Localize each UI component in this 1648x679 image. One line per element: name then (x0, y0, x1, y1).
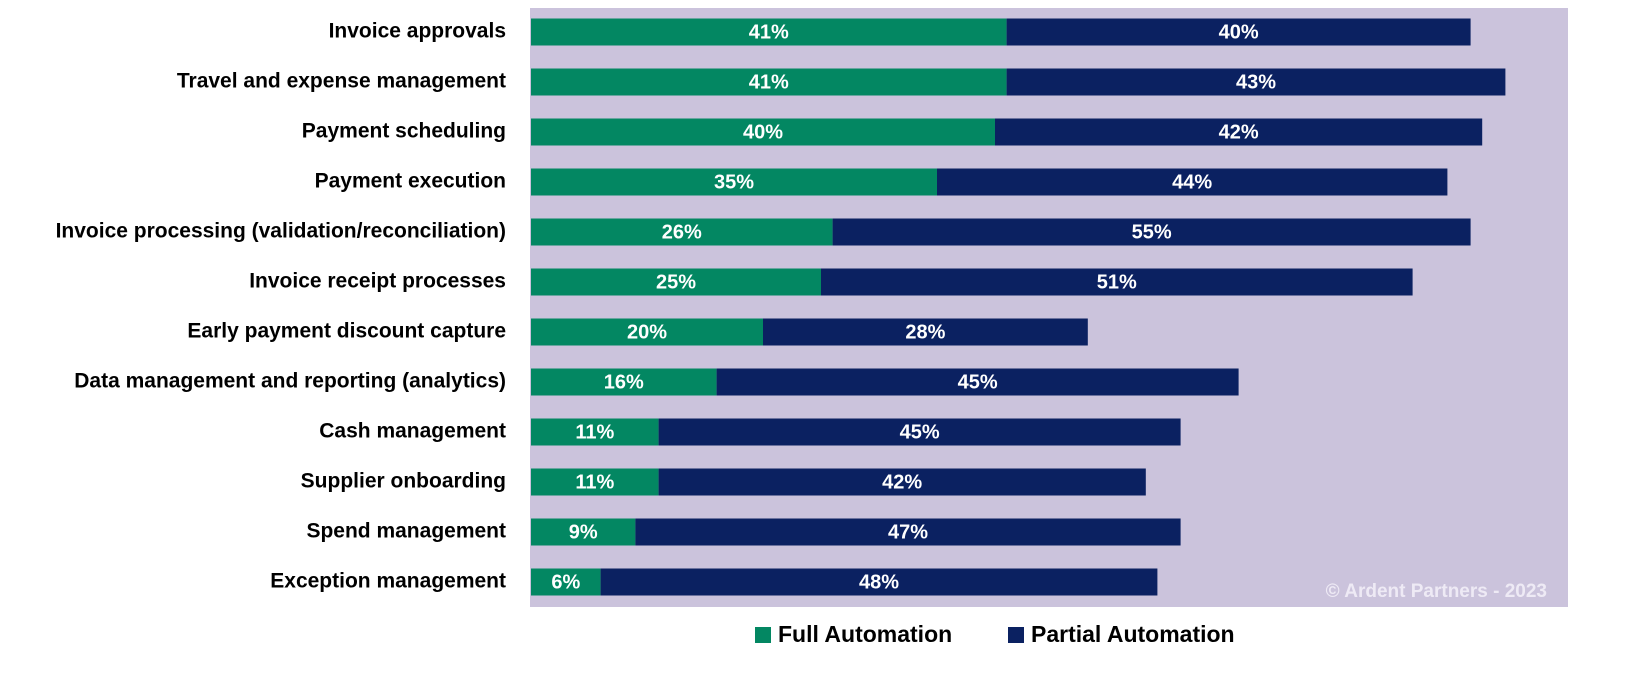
category-label: Travel and expense management (177, 70, 506, 93)
data-label: 48% (859, 571, 899, 593)
category-label: Data management and reporting (analytics… (74, 370, 506, 393)
legend-label: Partial Automation (1031, 621, 1235, 647)
category-label: Supplier onboarding (301, 470, 506, 493)
bar-segment (531, 568, 601, 596)
bar-segment (658, 418, 1181, 446)
data-label: 20% (627, 321, 667, 343)
category-label: Early payment discount capture (187, 320, 506, 343)
category-label: Spend management (306, 520, 506, 543)
bar-segment (531, 518, 636, 546)
data-label: 45% (900, 421, 940, 443)
data-label: 16% (604, 371, 644, 393)
data-label: 41% (749, 71, 789, 93)
data-label: 25% (656, 271, 696, 293)
bar-segment (995, 118, 1483, 146)
category-label: Cash management (319, 420, 506, 443)
bar-segment (531, 418, 659, 446)
data-label: 47% (888, 521, 928, 543)
category-label: Payment execution (315, 170, 506, 193)
data-label: 9% (569, 521, 598, 543)
bar-segment (658, 468, 1146, 496)
data-label: 35% (714, 171, 754, 193)
bar-segment (531, 168, 937, 196)
plot-area (530, 8, 1568, 607)
data-label: 41% (749, 21, 789, 43)
bar-segment (600, 568, 1158, 596)
bar-segment (531, 318, 763, 346)
data-label: 40% (1219, 21, 1259, 43)
data-label: 11% (575, 471, 614, 493)
category-label: Exception management (270, 570, 506, 593)
bar-segment (821, 268, 1413, 296)
bar-segment (531, 68, 1007, 96)
data-label: 43% (1236, 71, 1276, 93)
category-label: Invoice processing (validation/reconcili… (56, 220, 506, 243)
bar-segment (635, 518, 1181, 546)
category-label: Invoice receipt processes (249, 270, 506, 293)
legend-swatch (1008, 627, 1024, 643)
data-label: 42% (1219, 121, 1259, 143)
legend-label: Full Automation (778, 621, 952, 647)
data-label: 40% (743, 121, 783, 143)
category-label: Payment scheduling (302, 120, 506, 143)
legend-swatch (755, 627, 771, 643)
bar-segment (531, 468, 659, 496)
data-label: 45% (958, 371, 998, 393)
annotation: © Ardent Partners - 2023 (1326, 581, 1547, 602)
bar-segment (1006, 18, 1471, 46)
bar-segment (1006, 68, 1506, 96)
data-label: 42% (882, 471, 922, 493)
category-label: Invoice approvals (329, 20, 506, 43)
bar-segment (531, 368, 717, 396)
data-label: 28% (905, 321, 945, 343)
bar-segment (716, 368, 1239, 396)
bar-segment (531, 218, 833, 246)
data-label: 44% (1172, 171, 1212, 193)
bar-segment (531, 118, 995, 146)
bar-segment (531, 18, 1007, 46)
data-label: 11% (575, 421, 614, 443)
data-label: 55% (1132, 221, 1172, 243)
bar-segment (832, 218, 1471, 246)
bar-segment (763, 318, 1088, 346)
data-label: 6% (551, 571, 580, 593)
data-label: 51% (1097, 271, 1137, 293)
bar-segment (531, 268, 821, 296)
bar-segment (937, 168, 1448, 196)
data-label: 26% (662, 221, 702, 243)
